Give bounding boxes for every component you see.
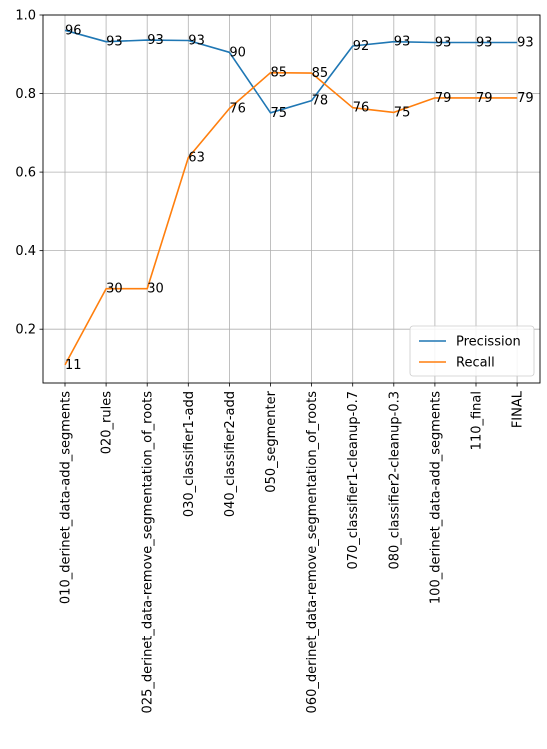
data-label: 79	[435, 91, 452, 106]
y-tick-label: 0.2	[15, 323, 36, 338]
x-tick-label: 100_derinet_data-add_segments	[428, 391, 443, 604]
x-tick-label: 040_classifier2-add	[223, 391, 238, 517]
y-tick-label: 1.0	[15, 9, 36, 24]
data-label: 93	[188, 34, 205, 49]
plot-frame	[42, 14, 541, 384]
x-tick-label: 050_segmenter	[264, 390, 279, 492]
x-tick-label: 060_derinet_data-remove_segmentation_of_…	[305, 391, 320, 714]
data-label: 85	[271, 66, 288, 81]
data-label: 93	[106, 35, 123, 50]
x-tick-label: 025_derinet_data-remove_segmentation_of_…	[141, 391, 156, 714]
legend-label: Precission	[456, 335, 521, 350]
x-tick-label: 010_derinet_data-add_segments	[59, 391, 74, 604]
data-label: 93	[435, 35, 452, 50]
data-label: 85	[312, 66, 329, 81]
data-label: 79	[517, 91, 534, 106]
x-tick-label: 070_classifier1-cleanup-0.7	[346, 391, 361, 570]
data-label: 93	[394, 35, 411, 50]
data-label: 96	[65, 23, 82, 38]
data-label: 11	[65, 358, 82, 373]
legend-label: Recall	[456, 356, 495, 371]
x-tick-label: FINAL	[511, 390, 526, 428]
data-label: 93	[147, 33, 164, 48]
legend-box	[409, 325, 535, 377]
data-label: 79	[476, 91, 493, 106]
data-label: 93	[476, 35, 493, 50]
data-label: 75	[271, 106, 288, 121]
series-line-recall	[64, 71, 518, 366]
y-tick-label: 0.4	[15, 244, 36, 259]
y-tick-label: 0.8	[15, 87, 36, 102]
x-tick-label: 020_rules	[100, 391, 115, 455]
x-axis: 010_derinet_data-add_segments 020_rules 02…	[59, 383, 526, 713]
data-label: 93	[517, 35, 534, 50]
data-labels: 96 93 93 93 90 75 78 92 93 93 93 93 11 30 30 63 76 85 85 76…	[65, 23, 534, 373]
y-axis: 0.2 0.4 0.6 0.8 1.0	[15, 9, 43, 338]
x-tick-label: 030_classifier1-add	[182, 391, 197, 517]
data-label: 76	[353, 101, 370, 116]
series-lines	[64, 29, 518, 366]
data-label: 75	[394, 105, 411, 120]
legend: Precission Recall	[409, 325, 535, 377]
data-label: 63	[188, 151, 205, 166]
data-label: 30	[147, 282, 164, 297]
data-label: 30	[106, 282, 123, 297]
series-line-precission	[64, 29, 518, 114]
data-label: 92	[353, 39, 370, 54]
data-label: 76	[229, 101, 246, 116]
data-label: 78	[312, 94, 329, 109]
x-tick-label: 110_final	[470, 391, 485, 450]
data-label: 90	[229, 45, 246, 60]
y-tick-label: 0.6	[15, 166, 36, 181]
x-tick-label: 080_classifier2-cleanup-0.3	[387, 391, 402, 570]
